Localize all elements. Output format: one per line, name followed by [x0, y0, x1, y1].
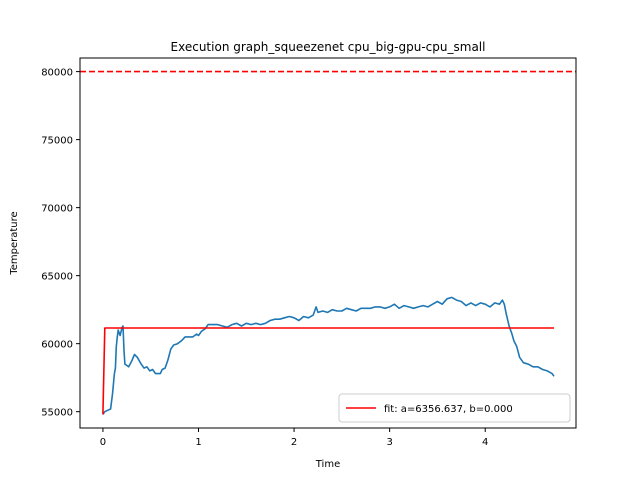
chart-title: Execution graph_squeezenet cpu_big-gpu-c…	[171, 40, 486, 54]
x-tick-label: 3	[386, 437, 392, 448]
y-axis: 55000 60000 65000 70000 75000 80000	[41, 68, 80, 419]
plot-frame	[79, 57, 577, 429]
x-tick-label: 0	[100, 437, 106, 448]
x-tick-label: 4	[482, 437, 488, 448]
temperature-line	[102, 296, 555, 415]
y-axis-label: Temperature	[9, 211, 20, 275]
x-tick-label: 2	[291, 437, 297, 448]
y-tick-label: 80000	[41, 68, 73, 79]
y-tick-label: 75000	[41, 136, 73, 147]
y-tick-label: 70000	[41, 204, 73, 215]
y-tick-label: 55000	[41, 408, 73, 419]
x-axis-label: Time	[315, 459, 340, 470]
x-tick-label: 1	[195, 437, 201, 448]
legend-box	[338, 393, 571, 423]
x-axis: 0 1 2 3 4	[100, 428, 488, 448]
fit-line	[102, 327, 554, 415]
y-tick-label: 65000	[41, 272, 73, 283]
legend-fit-label: fit: a=6356.637, b=0.000	[384, 404, 513, 415]
y-tick-label: 60000	[41, 340, 73, 351]
plot-area	[80, 58, 576, 428]
legend: fit: a=6356.637, b=0.000	[338, 393, 571, 423]
data-layer	[80, 70, 576, 415]
